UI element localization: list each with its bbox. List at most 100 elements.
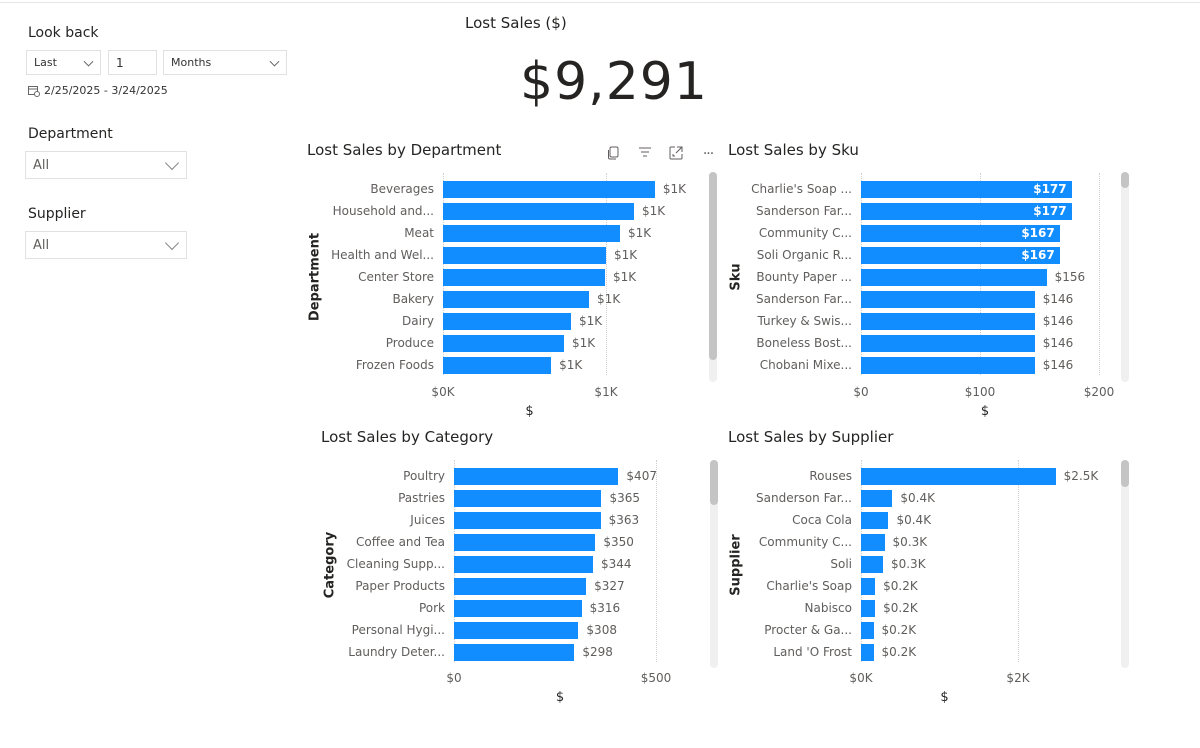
supplier-data-label: $0.3K (890, 557, 926, 571)
category-x-axis-title: $ (555, 690, 565, 705)
supplier-scrollbar[interactable] (1121, 460, 1129, 668)
category-bar[interactable] (454, 556, 593, 573)
supplier-bar[interactable] (861, 512, 889, 529)
supplier-category-label: Coca Cola (792, 513, 852, 527)
supplier-bar[interactable] (861, 534, 885, 551)
category-category-label: Juices (410, 513, 445, 527)
supplier-bar[interactable] (861, 622, 874, 639)
chevron-down-icon (164, 235, 180, 251)
category-bar[interactable] (454, 490, 602, 507)
lookback-unit-dropdown[interactable]: Months (163, 50, 287, 75)
sku-bar[interactable] (861, 335, 1035, 352)
lookback-unit-value: Months (171, 56, 212, 69)
sku-bar[interactable] (861, 291, 1035, 308)
sku-bar[interactable] (861, 313, 1035, 330)
department-bar[interactable] (443, 269, 606, 286)
chevron-down-icon (83, 56, 94, 67)
category-category-label: Laundry Deter... (348, 645, 445, 659)
supplier-bar[interactable] (861, 490, 893, 507)
department-bar[interactable] (443, 181, 655, 198)
supplier-category-label: Community C... (758, 535, 852, 549)
department-bar[interactable] (443, 291, 590, 308)
department-scrollbar[interactable] (709, 172, 717, 382)
sku-chart-title: Lost Sales by Sku (728, 141, 859, 159)
category-data-label: $308 (586, 623, 617, 637)
supplier-category-label: Land 'O Frost (773, 645, 852, 659)
category-category-label: Coffee and Tea (356, 535, 445, 549)
sku-data-label: $177 (1033, 182, 1067, 196)
department-scrollbar-thumb[interactable] (709, 172, 717, 360)
department-bar[interactable] (443, 335, 564, 352)
category-gridline (656, 460, 657, 662)
category-bar[interactable] (454, 578, 587, 595)
department-category-label: Dairy (402, 314, 434, 328)
department-data-label: $1K (642, 204, 666, 218)
supplier-bar[interactable] (861, 644, 874, 661)
copy-icon[interactable] (605, 146, 621, 162)
calendar-clock-icon (28, 85, 40, 97)
sku-bar[interactable] (861, 357, 1035, 374)
filter-icon[interactable] (637, 146, 653, 162)
department-bar[interactable] (443, 357, 552, 374)
sku-bar[interactable] (861, 225, 1060, 242)
sku-data-label: $167 (1021, 226, 1055, 240)
supplier-data-label: $0.2K (881, 623, 917, 637)
kpi-value: $9,291 (520, 52, 708, 112)
sku-category-label: Soli Organic R... (756, 248, 852, 262)
supplier-data-label: $0.3K (892, 535, 928, 549)
sku-scrollbar[interactable] (1121, 172, 1129, 382)
category-category-label: Cleaning Supp... (346, 557, 445, 571)
more-options-icon[interactable]: ··· (702, 146, 714, 162)
department-bar[interactable] (443, 203, 635, 220)
department-bar[interactable] (443, 313, 571, 330)
supplier-dropdown[interactable]: All (25, 231, 187, 259)
department-y-axis-title: Department (307, 232, 323, 322)
department-bar[interactable] (443, 225, 621, 242)
department-data-label: $1K (613, 270, 637, 284)
sku-bar[interactable] (861, 203, 1072, 220)
focus-mode-icon[interactable] (668, 146, 684, 162)
supplier-filter-label: Supplier (28, 206, 86, 222)
supplier-bar[interactable] (861, 468, 1056, 485)
department-gridline (606, 173, 607, 375)
department-dropdown[interactable]: All (25, 151, 187, 179)
department-bar[interactable] (443, 247, 606, 264)
category-scrollbar[interactable] (710, 460, 718, 668)
category-bar[interactable] (454, 644, 575, 661)
sku-bar[interactable] (861, 247, 1060, 264)
category-scrollbar-thumb[interactable] (710, 460, 718, 505)
department-category-label: Produce (385, 336, 434, 350)
category-data-label: $363 (608, 513, 640, 527)
supplier-scrollbar-thumb[interactable] (1121, 460, 1129, 487)
category-bar[interactable] (454, 600, 582, 617)
sku-bar[interactable] (861, 269, 1047, 286)
sku-category-label: Boneless Bost... (756, 336, 852, 350)
sku-category-label: Sanderson Far... (756, 292, 852, 306)
category-bar[interactable] (454, 534, 596, 551)
category-bar[interactable] (454, 512, 601, 529)
department-filter-label: Department (28, 126, 113, 142)
sku-x-axis-title: $ (980, 404, 990, 419)
sku-category-label: Turkey & Swis... (757, 314, 853, 328)
supplier-category-label: Procter & Ga... (764, 623, 852, 637)
lookback-mode-dropdown[interactable]: Last (26, 50, 101, 75)
category-bar[interactable] (454, 622, 579, 639)
department-chart-title: Lost Sales by Department (307, 141, 502, 159)
supplier-y-axis-title: Supplier (728, 534, 744, 596)
supplier-category-label: Charlie's Soap (766, 579, 852, 593)
supplier-category-label: Rouses (809, 469, 852, 483)
sku-bar[interactable] (861, 181, 1072, 198)
department-category-label: Frozen Foods (355, 358, 434, 372)
lookback-count-input[interactable]: 1 (108, 50, 157, 75)
sku-scrollbar-thumb[interactable] (1121, 172, 1129, 188)
supplier-bar[interactable] (861, 600, 876, 617)
supplier-bar[interactable] (861, 556, 883, 573)
supplier-data-label: $0.2K (883, 601, 918, 615)
supplier-bar[interactable] (861, 578, 876, 595)
category-bar[interactable] (454, 468, 619, 485)
department-x-tick: $0K (431, 385, 455, 399)
supplier-data-label: $0.2K (883, 579, 918, 593)
category-category-label: Poultry (403, 469, 445, 483)
department-category-label: Beverages (370, 182, 434, 196)
category-data-label: $365 (609, 491, 640, 505)
